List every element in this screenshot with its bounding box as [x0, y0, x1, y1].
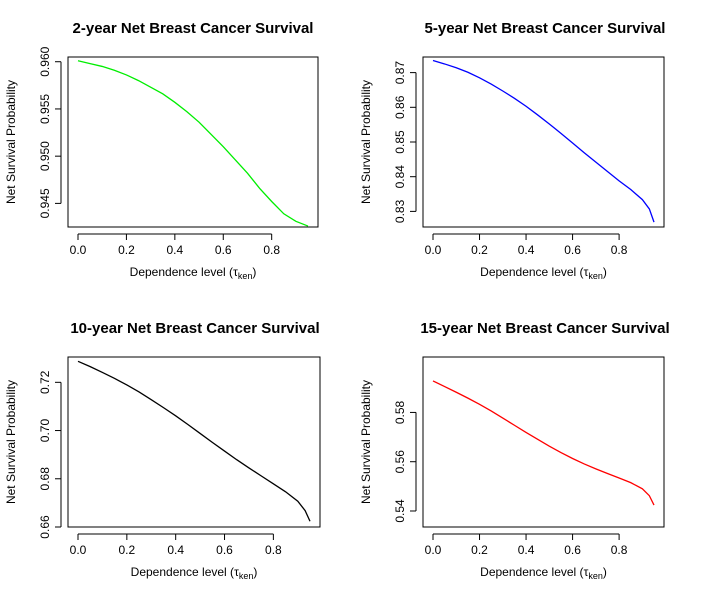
y-tick-label: 0.955	[38, 94, 52, 124]
plot-frame	[67, 356, 321, 528]
x-tick-label: 0.2	[118, 243, 135, 257]
y-axis-label: Net Survival Probability	[359, 80, 373, 204]
series-line	[432, 380, 655, 506]
x-axis-label: Dependence level (τken)	[480, 565, 607, 581]
series-line	[77, 60, 309, 227]
x-axis-label: Dependence level (τken)	[130, 265, 257, 281]
y-tick-label: 0.945	[38, 188, 52, 218]
chart-panel-3: 10-year Net Breast Cancer Survival 0.0 0.2…	[4, 320, 321, 581]
chart-panel-2: 5-year Net Breast Cancer Survival 0.0 0.2 0…	[359, 20, 665, 281]
plot-frame	[422, 56, 665, 228]
x-tick-label: 0.6	[215, 243, 232, 257]
chart-title: 15-year Net Breast Cancer Survival	[420, 320, 669, 337]
x-tick-label: 0.4	[166, 243, 183, 257]
y-tick-label: 0.84	[393, 165, 407, 189]
y-tick-label: 0.56	[393, 450, 407, 474]
x-axis-label: Dependence level (τken)	[480, 265, 607, 281]
x-tick-label: 0.4	[518, 543, 535, 557]
y-tick-label: 0.83	[393, 199, 407, 223]
y-tick-label: 0.68	[38, 467, 52, 491]
x-tick-label: 0.0	[425, 543, 442, 557]
x-axis-label: Dependence level (τken)	[131, 565, 258, 581]
x-tick-label: 0.8	[611, 543, 628, 557]
x-tick-label: 0.6	[216, 543, 233, 557]
plot-frame	[67, 56, 319, 228]
y-axis-label: Net Survival Probability	[4, 380, 18, 504]
x-tick-label: 0.2	[471, 243, 488, 257]
chart-panel-1: 2-year Net Breast Cancer Survival 0.0 0.2 0…	[4, 20, 319, 281]
x-tick-label: 0.8	[263, 243, 280, 257]
x-tick-label: 0.4	[518, 243, 535, 257]
x-tick-label: 0.6	[564, 243, 581, 257]
x-tick-label: 0.6	[564, 543, 581, 557]
y-tick-label: 0.960	[38, 46, 52, 76]
y-axis-label: Net Survival Probability	[4, 80, 18, 204]
y-axis-label: Net Survival Probability	[359, 380, 373, 504]
x-tick-label: 0.0	[70, 543, 87, 557]
series-line	[77, 360, 311, 522]
chart-title: 2-year Net Breast Cancer Survival	[73, 20, 314, 37]
series-line	[432, 59, 655, 223]
x-tick-label: 0.2	[471, 543, 488, 557]
y-tick-label: 0.70	[38, 419, 52, 443]
x-tick-label: 0.4	[167, 543, 184, 557]
y-tick-label: 0.54	[393, 499, 407, 523]
x-tick-label: 0.0	[70, 243, 87, 257]
chart-panel-4: 15-year Net Breast Cancer Survival 0.0 0.2…	[359, 320, 670, 581]
y-tick-label: 0.72	[38, 370, 52, 394]
x-tick-label: 0.0	[425, 243, 442, 257]
plot-frame	[422, 356, 665, 528]
chart-title: 10-year Net Breast Cancer Survival	[70, 320, 319, 337]
x-tick-label: 0.8	[265, 543, 282, 557]
x-tick-label: 0.2	[118, 543, 135, 557]
y-tick-label: 0.87	[393, 61, 407, 85]
y-tick-label: 0.85	[393, 130, 407, 154]
chart-title: 5-year Net Breast Cancer Survival	[425, 20, 666, 37]
y-tick-label: 0.86	[393, 95, 407, 119]
x-tick-label: 0.8	[611, 243, 628, 257]
y-tick-label: 0.58	[393, 400, 407, 424]
y-tick-label: 0.66	[38, 515, 52, 539]
y-tick-label: 0.950	[38, 141, 52, 171]
